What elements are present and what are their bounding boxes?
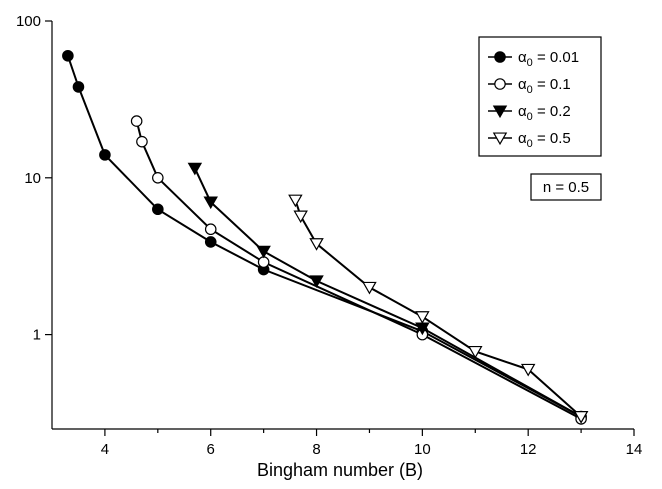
- data-point: [468, 345, 483, 359]
- x-tick-label: 14: [626, 441, 643, 458]
- data-point: [362, 281, 377, 295]
- data-point: [136, 135, 148, 148]
- legend-alpha: α: [518, 76, 527, 93]
- legend-alpha: α: [518, 49, 527, 66]
- data-point: [256, 245, 271, 259]
- series-2: [187, 162, 589, 424]
- annotation-box: [530, 173, 602, 201]
- data-point: [203, 196, 218, 210]
- legend-label: α0 = 0.2: [518, 103, 571, 123]
- data-point: [99, 149, 111, 161]
- legend-label: α0 = 0.5: [518, 130, 571, 150]
- y-tick-label: 1: [33, 327, 41, 344]
- y-tick-label: 10: [24, 170, 41, 187]
- legend-box: [478, 36, 602, 157]
- legend-label: α0 = 0.01: [518, 49, 579, 69]
- data-point: [257, 256, 270, 268]
- data-point: [72, 81, 85, 93]
- legend-subscript: 0: [527, 111, 533, 123]
- legend-marker: [492, 105, 508, 119]
- legend-item: α0 = 0.01: [488, 49, 579, 69]
- series-line: [294, 199, 582, 418]
- legend-value: = 0.5: [533, 130, 571, 147]
- legend-value: = 0.1: [533, 76, 571, 93]
- x-tick-label: 12: [520, 441, 537, 458]
- x-tick-label: 10: [414, 441, 431, 458]
- legend-marker: [494, 78, 506, 90]
- data-point: [152, 171, 164, 184]
- x-tick-label: 8: [312, 441, 320, 458]
- x-tick-label: 4: [101, 441, 109, 458]
- legend-alpha: α: [518, 103, 527, 120]
- series-0: [62, 49, 587, 423]
- series-line: [135, 120, 582, 420]
- legend-value: = 0.01: [533, 49, 579, 66]
- data-point: [130, 115, 143, 127]
- data-point: [152, 203, 164, 216]
- series-3: [288, 194, 589, 424]
- data-point: [573, 411, 589, 424]
- series-line: [66, 55, 582, 418]
- data-point: [520, 363, 536, 377]
- legend-item: α0 = 0.5: [488, 130, 571, 150]
- legend-subscript: 0: [527, 84, 533, 96]
- data-point: [187, 162, 203, 176]
- data-point: [204, 236, 217, 248]
- annotation: n = 0.5: [530, 173, 602, 201]
- series-1: [130, 115, 587, 425]
- legend-item: α0 = 0.1: [488, 76, 571, 96]
- legend-alpha: α: [518, 130, 527, 147]
- series-line: [193, 167, 582, 418]
- legend-value: = 0.2: [533, 103, 571, 120]
- legend-marker: [492, 132, 508, 146]
- axes: 4 6 8 10 12 14 1 10 100: [16, 13, 642, 458]
- x-axis-title: Bingham number (B): [257, 460, 423, 480]
- series-layer: [62, 49, 589, 425]
- data-point: [204, 223, 217, 236]
- data-point: [415, 311, 430, 324]
- legend-label: α0 = 0.1: [518, 76, 571, 96]
- data-point: [288, 194, 303, 208]
- x-tick-label: 6: [207, 441, 215, 458]
- data-point: [62, 49, 74, 62]
- legend-subscript: 0: [527, 57, 533, 69]
- data-point: [309, 238, 324, 251]
- legend-marker: [494, 51, 506, 63]
- legend-subscript: 0: [527, 138, 533, 150]
- annotation-text: n = 0.5: [543, 179, 589, 196]
- legend-item: α0 = 0.2: [488, 103, 571, 123]
- data-point: [293, 210, 308, 224]
- y-tick-label: 100: [16, 13, 41, 30]
- data-point: [309, 275, 324, 289]
